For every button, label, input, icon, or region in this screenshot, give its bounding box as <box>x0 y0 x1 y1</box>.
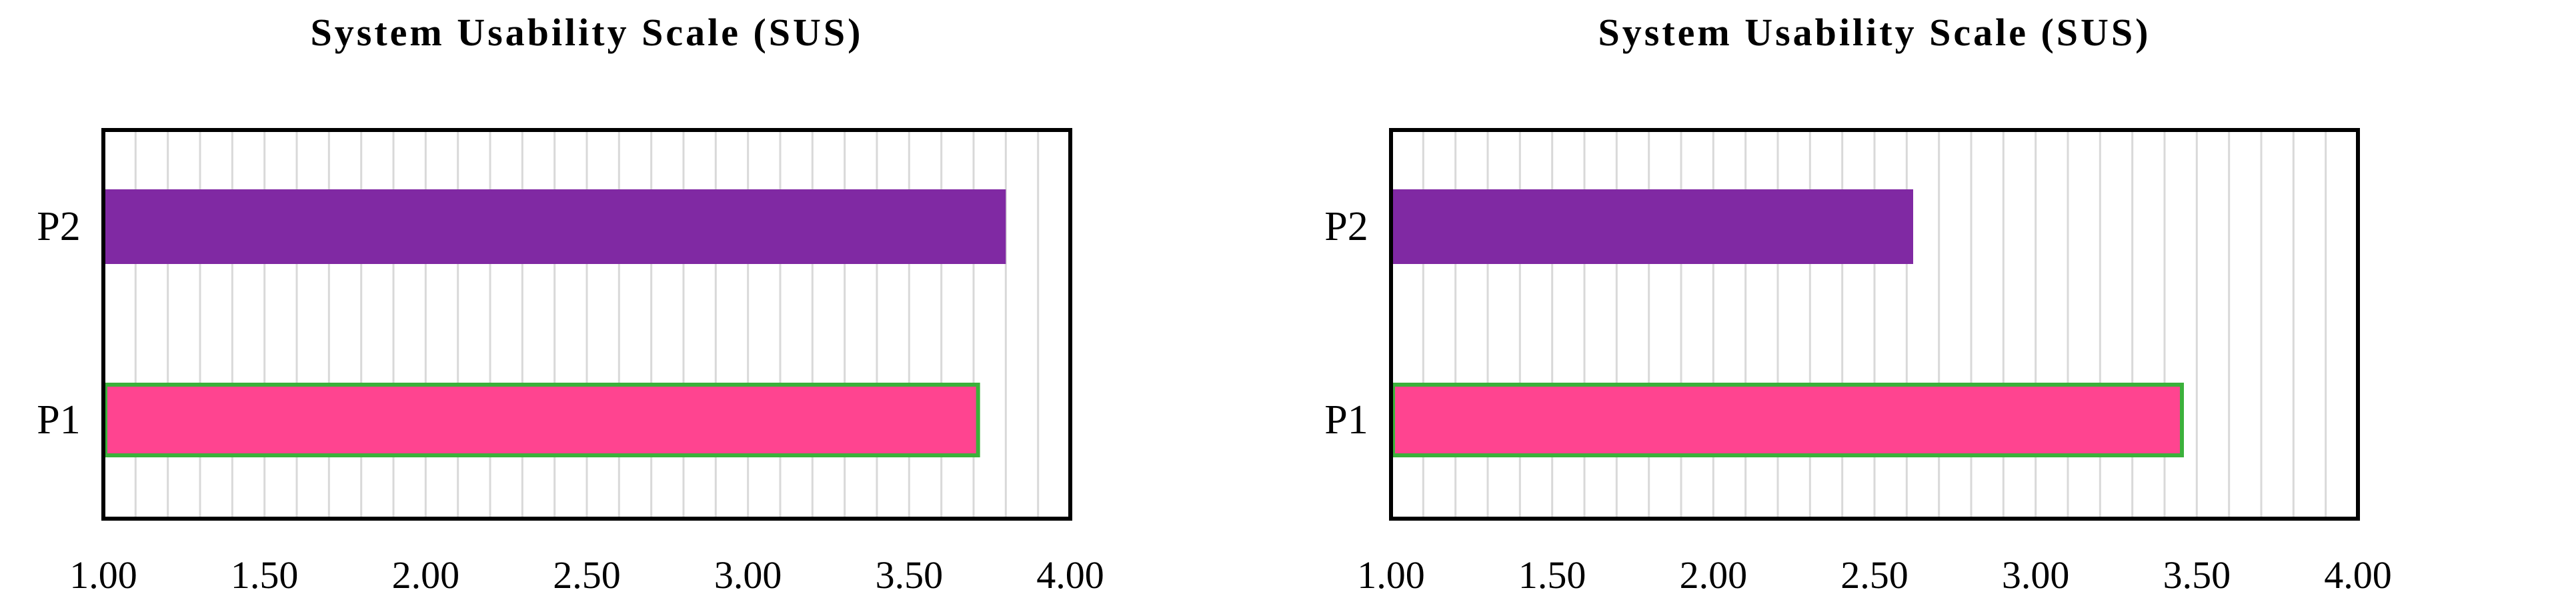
bars <box>1391 189 2184 457</box>
gridlines <box>134 130 1040 519</box>
x-tick-label: 4.00 <box>1036 553 1104 597</box>
x-tick-label: 3.50 <box>876 553 944 597</box>
chart-panel-left: System Usability Scale (SUS) P1 P2 1.00 1.5… <box>37 11 1104 597</box>
category-label-p2: P2 <box>37 204 80 249</box>
bars <box>103 189 1006 457</box>
chart-title: System Usability Scale (SUS) <box>310 11 864 54</box>
plot-frame <box>1389 128 2360 521</box>
chart-title: System Usability Scale (SUS) <box>1598 11 2151 54</box>
x-tick-labels: 1.00 1.50 2.00 2.50 3.00 3.50 4.00 <box>1357 553 2392 597</box>
x-tick-label: 4.00 <box>2324 553 2392 597</box>
x-tick-label: 2.50 <box>553 553 621 597</box>
bar-chart-right: P1 P2 1.00 1.50 2.00 2.50 3.00 3.50 4.00 <box>1324 128 2392 597</box>
chart-panel-right: System Usability Scale (SUS) P1 P2 1.00 1.5… <box>1288 0 2575 612</box>
x-tick-label: 3.50 <box>2163 553 2231 597</box>
x-tick-label: 1.00 <box>1357 553 1425 597</box>
category-label-p2: P2 <box>1324 204 1368 249</box>
x-tick-label: 3.00 <box>714 553 782 597</box>
category-label-p1: P1 <box>37 397 80 443</box>
bar-chart-left: P1 P2 1.00 1.50 2.00 2.50 3.00 3.50 4.00 <box>37 128 1104 597</box>
x-tick-label: 1.50 <box>1518 553 1586 597</box>
x-tick-labels: 1.00 1.50 2.00 2.50 3.00 3.50 4.00 <box>69 553 1104 597</box>
bar-p1 <box>103 383 980 457</box>
x-tick-label: 1.00 <box>69 553 137 597</box>
bar-p2 <box>1391 189 1913 264</box>
x-tick-label: 1.50 <box>231 553 299 597</box>
x-tick-label: 3.00 <box>2002 553 2070 597</box>
bar-p2 <box>103 189 1006 264</box>
category-label-p1: P1 <box>1324 397 1368 443</box>
x-tick-label: 2.50 <box>1840 553 1908 597</box>
bar-p1 <box>1391 383 2184 457</box>
x-tick-label: 2.00 <box>1680 553 1748 597</box>
plot-frame <box>101 128 1072 521</box>
x-tick-label: 2.00 <box>392 553 460 597</box>
gridlines <box>1422 130 2327 519</box>
